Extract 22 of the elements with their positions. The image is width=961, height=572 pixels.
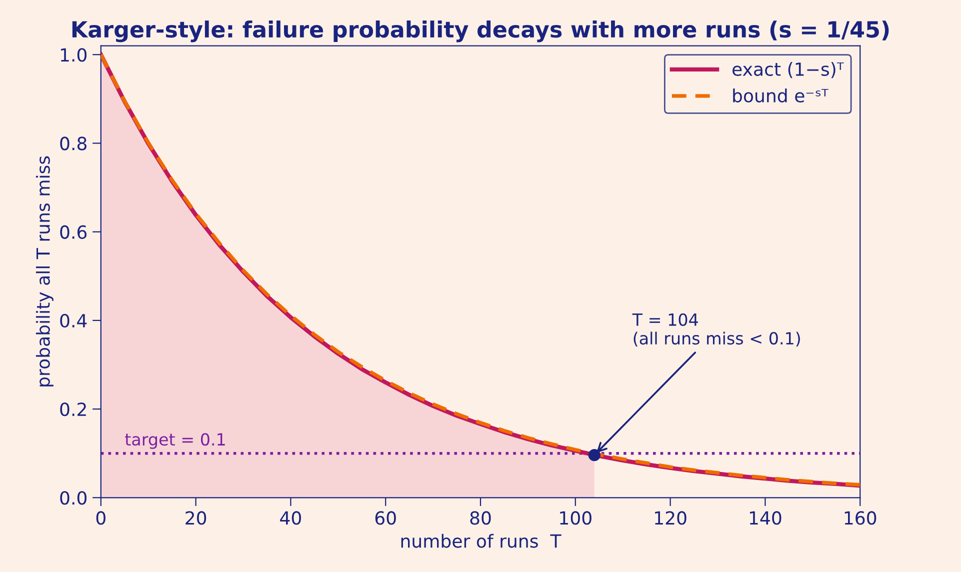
- y-tick-label: 0.6: [60, 225, 87, 239]
- legend-label: bound e⁻ˢᵀ: [733, 88, 828, 102]
- y-axis-title: probability all T runs miss: [36, 156, 54, 386]
- x-tick-label: 160: [844, 511, 876, 525]
- x-axis-title: number of runs T: [401, 534, 562, 548]
- ref-line-label: target = 0.1: [125, 433, 225, 449]
- y-tick-label: 0.4: [60, 314, 87, 328]
- x-tick-label: 60: [375, 511, 396, 525]
- annotation: T = 104 (all runs miss < 0.1): [632, 313, 800, 347]
- x-tick-label: 0: [96, 511, 106, 525]
- x-tick-label: 20: [186, 511, 206, 525]
- x-tick-label: 100: [560, 511, 592, 525]
- x-tick-label: 40: [280, 511, 301, 525]
- y-tick-label: 0.0: [60, 491, 87, 505]
- x-tick-label: 140: [750, 511, 782, 525]
- y-tick-label: 1.0: [60, 48, 87, 62]
- x-tick-label: 80: [470, 511, 491, 525]
- y-tick-label: 0.8: [60, 136, 86, 150]
- y-tick-label: 0.2: [60, 402, 86, 416]
- legend-label: exact (1−s)ᵀ: [732, 62, 844, 78]
- chart-title: Karger-style: failure probability decays with more runs (s = 1/45): [72, 20, 889, 42]
- x-tick-label: 120: [655, 511, 686, 525]
